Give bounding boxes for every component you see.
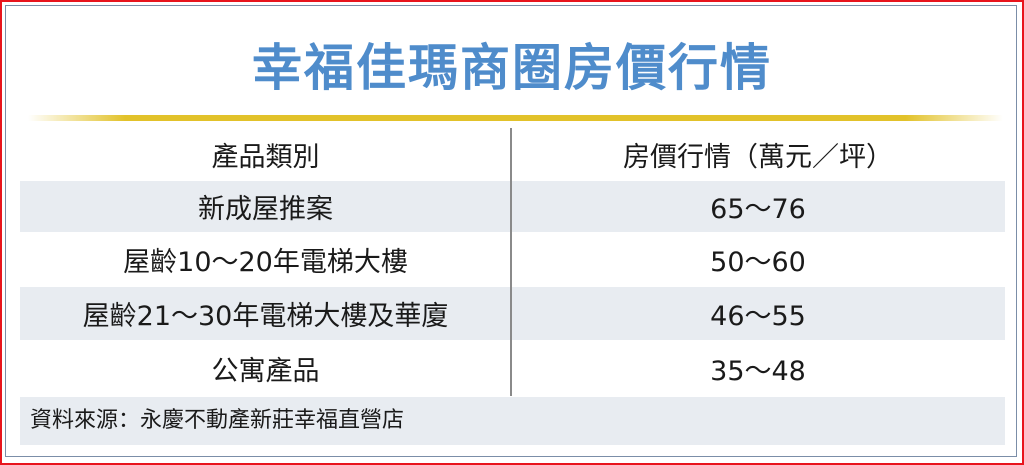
cell-category: 屋齡10～20年電梯大樓 [123, 246, 408, 278]
header-price: 房價行情（萬元／坪） [623, 141, 893, 173]
table-row: 屋齡10～20年電梯大樓 50～60 [20, 233, 1005, 285]
column-divider [510, 128, 512, 396]
title-underline [28, 115, 1003, 121]
page-title: 幸福佳瑪商圈房價行情 [252, 39, 772, 97]
cell-price: 50～60 [710, 246, 806, 278]
cell-category: 公寓產品 [211, 356, 320, 387]
source-note: 資料來源：永慶不動產新莊幸福直營店 [20, 397, 1005, 445]
cell-price: 35～48 [710, 356, 806, 387]
table-header: 產品類別 房價行情（萬元／坪） [20, 128, 1005, 180]
cell-price: 65～76 [710, 194, 806, 225]
table-row: 新成屋推案 65～76 [20, 181, 1005, 232]
table-row: 屋齡21～30年電梯大樓及華廈 46～55 [20, 287, 1005, 340]
table-row: 公寓產品 35～48 [20, 342, 1005, 395]
cell-category: 新成屋推案 [198, 194, 333, 225]
cell-category: 屋齡21～30年電梯大樓及華廈 [82, 301, 449, 332]
header-category: 產品類別 [211, 141, 320, 173]
cell-price: 46～55 [710, 301, 806, 332]
